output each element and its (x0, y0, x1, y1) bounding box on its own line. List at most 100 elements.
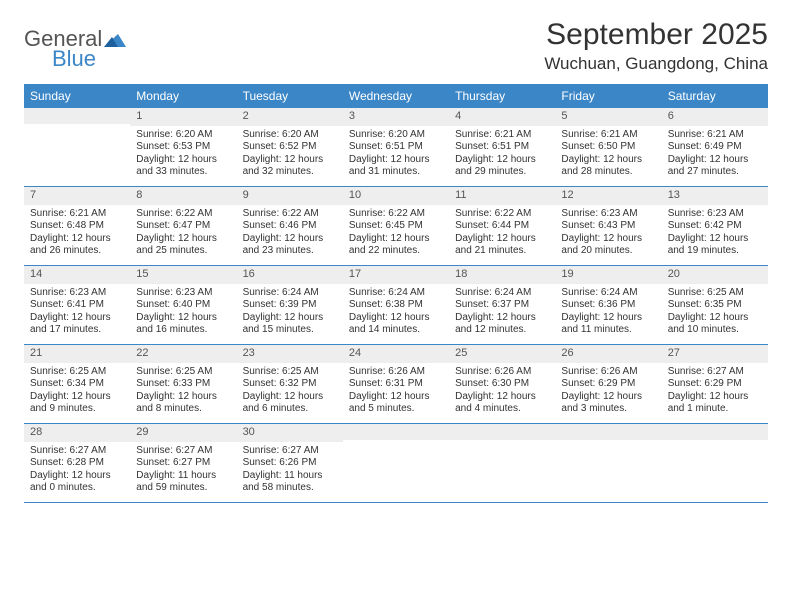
day-number: 4 (449, 108, 555, 126)
week-row: 14Sunrise: 6:23 AMSunset: 6:41 PMDayligh… (24, 266, 768, 345)
sunset-text: Sunset: 6:28 PM (30, 457, 124, 470)
day-body: Sunrise: 6:27 AMSunset: 6:26 PMDaylight:… (237, 442, 343, 501)
day-cell: 1Sunrise: 6:20 AMSunset: 6:53 PMDaylight… (130, 108, 236, 186)
day-body: Sunrise: 6:21 AMSunset: 6:49 PMDaylight:… (662, 126, 768, 185)
day-body (555, 440, 661, 449)
daylight-text: Daylight: 12 hours and 5 minutes. (349, 391, 443, 416)
day-body: Sunrise: 6:24 AMSunset: 6:37 PMDaylight:… (449, 284, 555, 343)
day-cell: 11Sunrise: 6:22 AMSunset: 6:44 PMDayligh… (449, 187, 555, 265)
day-number: 3 (343, 108, 449, 126)
sunset-text: Sunset: 6:51 PM (455, 141, 549, 154)
day-number: 29 (130, 424, 236, 442)
sunset-text: Sunset: 6:30 PM (455, 378, 549, 391)
day-body: Sunrise: 6:24 AMSunset: 6:39 PMDaylight:… (237, 284, 343, 343)
day-body: Sunrise: 6:25 AMSunset: 6:32 PMDaylight:… (237, 363, 343, 422)
sunrise-text: Sunrise: 6:24 AM (455, 287, 549, 300)
sunset-text: Sunset: 6:27 PM (136, 457, 230, 470)
daylight-text: Daylight: 12 hours and 0 minutes. (30, 470, 124, 495)
daylight-text: Daylight: 12 hours and 17 minutes. (30, 312, 124, 337)
day-number (449, 424, 555, 440)
sunrise-text: Sunrise: 6:23 AM (561, 208, 655, 221)
daylight-text: Daylight: 12 hours and 20 minutes. (561, 233, 655, 258)
day-number: 30 (237, 424, 343, 442)
day-body: Sunrise: 6:26 AMSunset: 6:29 PMDaylight:… (555, 363, 661, 422)
sunset-text: Sunset: 6:44 PM (455, 220, 549, 233)
day-number: 2 (237, 108, 343, 126)
title-block: September 2025 Wuchuan, Guangdong, China (544, 18, 768, 74)
day-body: Sunrise: 6:27 AMSunset: 6:29 PMDaylight:… (662, 363, 768, 422)
daylight-text: Daylight: 12 hours and 32 minutes. (243, 154, 337, 179)
daylight-text: Daylight: 12 hours and 3 minutes. (561, 391, 655, 416)
sunset-text: Sunset: 6:47 PM (136, 220, 230, 233)
day-body: Sunrise: 6:22 AMSunset: 6:44 PMDaylight:… (449, 205, 555, 264)
weekday-label: Thursday (449, 84, 555, 108)
day-number: 27 (662, 345, 768, 363)
sunrise-text: Sunrise: 6:21 AM (455, 129, 549, 142)
sunrise-text: Sunrise: 6:22 AM (455, 208, 549, 221)
day-body: Sunrise: 6:23 AMSunset: 6:43 PMDaylight:… (555, 205, 661, 264)
sunrise-text: Sunrise: 6:27 AM (668, 366, 762, 379)
day-cell: 28Sunrise: 6:27 AMSunset: 6:28 PMDayligh… (24, 424, 130, 502)
day-number: 1 (130, 108, 236, 126)
sunset-text: Sunset: 6:45 PM (349, 220, 443, 233)
daylight-text: Daylight: 12 hours and 9 minutes. (30, 391, 124, 416)
day-body: Sunrise: 6:20 AMSunset: 6:53 PMDaylight:… (130, 126, 236, 185)
day-number (662, 424, 768, 440)
day-body: Sunrise: 6:27 AMSunset: 6:27 PMDaylight:… (130, 442, 236, 501)
sunrise-text: Sunrise: 6:22 AM (243, 208, 337, 221)
daylight-text: Daylight: 12 hours and 11 minutes. (561, 312, 655, 337)
logo: GeneralBlue (24, 18, 126, 72)
day-number: 10 (343, 187, 449, 205)
day-number: 15 (130, 266, 236, 284)
day-cell: 7Sunrise: 6:21 AMSunset: 6:48 PMDaylight… (24, 187, 130, 265)
month-title: September 2025 (544, 18, 768, 52)
sunrise-text: Sunrise: 6:21 AM (561, 129, 655, 142)
day-body: Sunrise: 6:24 AMSunset: 6:36 PMDaylight:… (555, 284, 661, 343)
day-number (555, 424, 661, 440)
day-body: Sunrise: 6:23 AMSunset: 6:40 PMDaylight:… (130, 284, 236, 343)
day-body: Sunrise: 6:25 AMSunset: 6:35 PMDaylight:… (662, 284, 768, 343)
weekday-label: Friday (555, 84, 661, 108)
day-number: 8 (130, 187, 236, 205)
daylight-text: Daylight: 12 hours and 6 minutes. (243, 391, 337, 416)
day-number: 14 (24, 266, 130, 284)
day-body: Sunrise: 6:25 AMSunset: 6:33 PMDaylight:… (130, 363, 236, 422)
location-label: Wuchuan, Guangdong, China (544, 54, 768, 74)
daylight-text: Daylight: 12 hours and 16 minutes. (136, 312, 230, 337)
day-body (343, 440, 449, 449)
day-body: Sunrise: 6:24 AMSunset: 6:38 PMDaylight:… (343, 284, 449, 343)
sunset-text: Sunset: 6:37 PM (455, 299, 549, 312)
day-number: 19 (555, 266, 661, 284)
day-cell: 8Sunrise: 6:22 AMSunset: 6:47 PMDaylight… (130, 187, 236, 265)
day-number (343, 424, 449, 440)
sunrise-text: Sunrise: 6:20 AM (136, 129, 230, 142)
day-cell: 2Sunrise: 6:20 AMSunset: 6:52 PMDaylight… (237, 108, 343, 186)
day-body (24, 124, 130, 133)
sunrise-text: Sunrise: 6:27 AM (136, 445, 230, 458)
weekday-label: Wednesday (343, 84, 449, 108)
sunrise-text: Sunrise: 6:26 AM (561, 366, 655, 379)
sunset-text: Sunset: 6:43 PM (561, 220, 655, 233)
sunrise-text: Sunrise: 6:25 AM (136, 366, 230, 379)
day-cell: 25Sunrise: 6:26 AMSunset: 6:30 PMDayligh… (449, 345, 555, 423)
day-number: 17 (343, 266, 449, 284)
day-number: 24 (343, 345, 449, 363)
weekday-label: Monday (130, 84, 236, 108)
day-body: Sunrise: 6:23 AMSunset: 6:41 PMDaylight:… (24, 284, 130, 343)
day-cell: 17Sunrise: 6:24 AMSunset: 6:38 PMDayligh… (343, 266, 449, 344)
day-number: 9 (237, 187, 343, 205)
weekday-label: Saturday (662, 84, 768, 108)
day-number: 26 (555, 345, 661, 363)
sunset-text: Sunset: 6:53 PM (136, 141, 230, 154)
sunset-text: Sunset: 6:42 PM (668, 220, 762, 233)
daylight-text: Daylight: 12 hours and 14 minutes. (349, 312, 443, 337)
sunrise-text: Sunrise: 6:25 AM (668, 287, 762, 300)
sunrise-text: Sunrise: 6:24 AM (561, 287, 655, 300)
day-cell: 24Sunrise: 6:26 AMSunset: 6:31 PMDayligh… (343, 345, 449, 423)
day-body: Sunrise: 6:22 AMSunset: 6:45 PMDaylight:… (343, 205, 449, 264)
daylight-text: Daylight: 12 hours and 15 minutes. (243, 312, 337, 337)
day-body: Sunrise: 6:22 AMSunset: 6:47 PMDaylight:… (130, 205, 236, 264)
sunset-text: Sunset: 6:39 PM (243, 299, 337, 312)
day-cell: 22Sunrise: 6:25 AMSunset: 6:33 PMDayligh… (130, 345, 236, 423)
day-body: Sunrise: 6:21 AMSunset: 6:50 PMDaylight:… (555, 126, 661, 185)
